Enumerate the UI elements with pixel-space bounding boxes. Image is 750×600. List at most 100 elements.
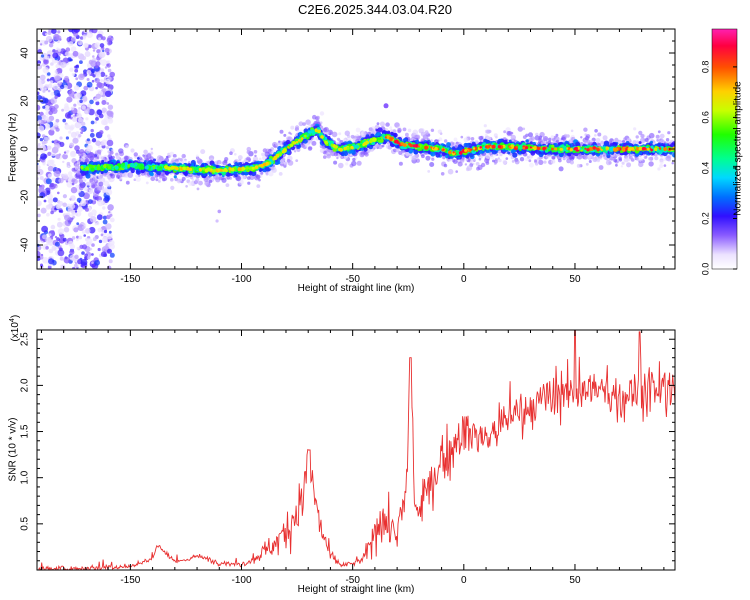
noise-cell xyxy=(81,244,88,250)
halo-cell xyxy=(485,153,491,159)
noise-cell xyxy=(57,40,60,44)
halo-cell xyxy=(123,155,129,161)
halo-cell xyxy=(638,161,644,168)
halo-cell xyxy=(150,147,153,151)
noise-cell xyxy=(44,55,50,60)
noise-cell xyxy=(91,29,98,34)
halo-cell xyxy=(155,178,159,182)
halo-cell xyxy=(453,137,458,142)
halo-cell xyxy=(253,150,258,154)
noise-cell xyxy=(74,68,79,73)
noise-cell xyxy=(37,60,41,65)
noise-cell xyxy=(70,131,77,138)
noise-cell xyxy=(50,224,56,230)
halo-cell xyxy=(588,160,592,163)
halo-cell xyxy=(78,151,84,157)
halo-cell xyxy=(261,152,265,156)
noise-cell xyxy=(107,204,114,211)
noise-cell xyxy=(68,130,72,134)
noise-cell xyxy=(88,108,95,116)
noise-cell xyxy=(45,32,48,36)
noise-cell xyxy=(107,110,114,118)
noise-cell xyxy=(74,121,82,129)
noise-cell xyxy=(49,182,56,190)
noise-cell xyxy=(63,151,67,154)
noise-cell xyxy=(45,237,52,244)
halo-cell xyxy=(405,132,409,137)
noise-cell xyxy=(52,52,59,59)
halo-cell xyxy=(535,132,539,137)
halo-cell xyxy=(656,139,660,142)
halo-cell xyxy=(288,131,291,135)
noise-cell xyxy=(73,227,79,233)
noise-cell xyxy=(57,191,60,195)
halo-cell xyxy=(402,127,407,132)
noise-cell xyxy=(65,136,69,140)
halo-cell xyxy=(510,134,516,141)
halo-cell xyxy=(162,173,166,177)
halo-cell xyxy=(311,140,317,146)
halo-cell xyxy=(460,135,464,139)
noise-cell xyxy=(86,78,90,81)
halo-cell xyxy=(143,149,148,155)
halo-cell xyxy=(351,160,357,167)
noise-cell xyxy=(106,37,112,43)
halo-cell xyxy=(667,131,671,135)
halo-cell xyxy=(76,161,80,165)
halo-cell xyxy=(595,138,601,143)
noise-cell xyxy=(57,249,65,257)
halo-cell xyxy=(387,123,390,126)
noise-cell xyxy=(73,29,81,33)
noise-cell xyxy=(48,248,54,254)
noise-cell xyxy=(64,124,71,130)
halo-cell xyxy=(295,125,300,130)
noise-cell xyxy=(100,71,106,77)
halo-cell xyxy=(319,148,325,153)
noise-cell xyxy=(91,253,94,256)
noise-cell xyxy=(106,52,110,56)
halo-cell xyxy=(323,155,327,159)
noise-cell xyxy=(107,248,112,254)
noise-cell xyxy=(79,36,84,40)
noise-cell xyxy=(45,178,52,185)
noise-cell xyxy=(53,33,60,41)
noise-cell xyxy=(88,103,91,107)
noise-cell xyxy=(84,43,89,48)
noise-cell xyxy=(70,36,76,42)
noise-cell xyxy=(102,219,108,225)
noise-cell xyxy=(83,85,89,91)
noise-cell xyxy=(37,119,42,124)
noise-cell xyxy=(44,116,49,121)
noise-cell xyxy=(78,134,82,138)
noise-cell xyxy=(108,211,111,214)
halo-cell xyxy=(96,156,100,160)
noise-cell xyxy=(37,239,41,244)
halo-cell xyxy=(404,152,408,156)
noise-cell xyxy=(105,74,108,78)
noise-cell xyxy=(66,150,70,153)
noise-cell xyxy=(66,80,70,84)
noise-cell xyxy=(42,105,46,109)
noise-cell xyxy=(37,168,44,176)
noise-cell xyxy=(42,162,46,166)
noise-cell xyxy=(37,165,41,170)
noise-cell xyxy=(108,239,115,246)
halo-cell xyxy=(283,133,287,137)
noise-cell xyxy=(41,87,47,93)
noise-cell xyxy=(73,85,80,91)
noise-cell xyxy=(39,74,46,81)
halo-cell xyxy=(580,136,583,139)
noise-cell xyxy=(86,238,93,245)
noise-cell xyxy=(58,81,61,84)
noise-cell xyxy=(58,153,61,156)
noise-cell xyxy=(48,233,52,237)
noise-cell xyxy=(83,234,86,237)
noise-cell xyxy=(64,214,70,221)
halo-cell xyxy=(331,131,338,138)
halo-cell xyxy=(106,158,110,161)
noise-cell xyxy=(72,137,79,144)
noise-cell xyxy=(92,55,95,58)
noise-cell xyxy=(49,55,54,60)
halo-cell xyxy=(420,131,426,137)
